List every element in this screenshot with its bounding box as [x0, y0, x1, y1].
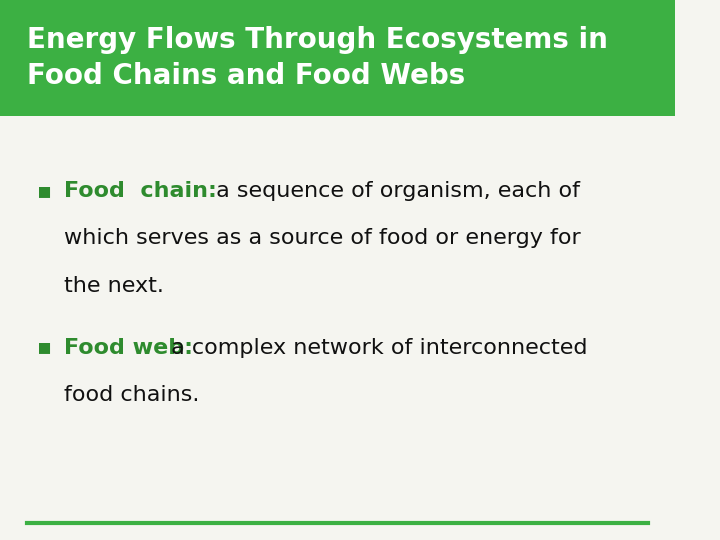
Text: ▪: ▪ [37, 181, 53, 201]
Text: a complex network of interconnected: a complex network of interconnected [164, 338, 588, 357]
Text: which serves as a source of food or energy for: which serves as a source of food or ener… [64, 228, 581, 248]
Text: the next.: the next. [64, 276, 164, 296]
Text: ▪: ▪ [37, 338, 53, 357]
Text: food chains.: food chains. [64, 385, 199, 405]
FancyBboxPatch shape [0, 0, 675, 116]
Text: Food web:: Food web: [64, 338, 193, 357]
Text: Food  chain:: Food chain: [64, 181, 217, 201]
Text: a sequence of organism, each of: a sequence of organism, each of [210, 181, 580, 201]
Text: Energy Flows Through Ecosystems in
Food Chains and Food Webs: Energy Flows Through Ecosystems in Food … [27, 26, 608, 90]
